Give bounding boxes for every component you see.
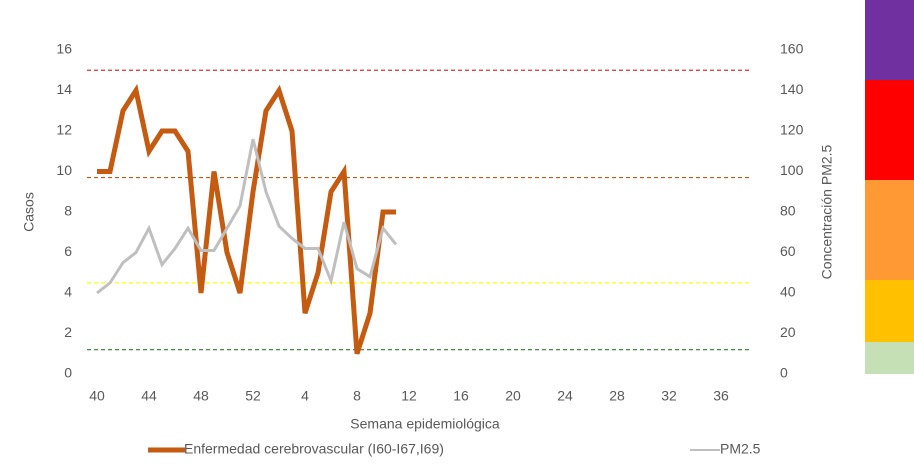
band-orange	[865, 180, 914, 280]
y-tick-label: 2	[64, 324, 72, 340]
y2-tick-label: 60	[780, 243, 796, 259]
x-tick-label: 12	[401, 388, 417, 404]
legend-label: Enfermedad cerebrovascular (I60-I67,I69)	[184, 441, 444, 457]
series-line	[97, 84, 396, 355]
x-tick-label: 8	[353, 388, 361, 404]
x-tick-label: 4	[301, 388, 309, 404]
y-tick-label: 10	[56, 162, 72, 178]
x-axis-label: Semana epidemiológica	[350, 416, 500, 432]
x-tick-label: 16	[453, 388, 469, 404]
x-tick-label: 20	[505, 388, 521, 404]
series-line	[96, 138, 398, 295]
band-green	[865, 342, 914, 374]
y2-tick-label: 80	[780, 203, 796, 219]
x-tick-label: 32	[661, 388, 677, 404]
x-tick-label: 40	[89, 388, 105, 404]
y2-axis-label: Concentración PM2.5	[819, 144, 835, 279]
y2-tick-label: 120	[780, 122, 804, 138]
legend-label: PM2.5	[720, 441, 761, 457]
x-tick-label: 44	[141, 388, 157, 404]
y2-tick-label: 40	[780, 284, 796, 300]
band-yellow	[865, 280, 914, 342]
y-tick-label: 16	[56, 41, 72, 57]
x-tick-label: 24	[557, 388, 573, 404]
y-tick-label: 12	[56, 122, 72, 138]
y-tick-label: 8	[64, 203, 72, 219]
band-red	[865, 80, 914, 180]
y-axis-label: Casos	[21, 192, 37, 232]
x-tick-label: 36	[713, 388, 729, 404]
x-tick-label: 48	[193, 388, 209, 404]
y2-tick-label: 20	[780, 324, 796, 340]
y-tick-label: 0	[64, 365, 72, 381]
y-tick-label: 6	[64, 243, 72, 259]
y2-tick-label: 100	[780, 162, 804, 178]
y2-tick-label: 0	[780, 365, 788, 381]
x-tick-label: 52	[245, 388, 261, 404]
x-tick-label: 28	[609, 388, 625, 404]
y2-tick-label: 160	[780, 41, 804, 57]
y-tick-label: 4	[64, 284, 72, 300]
y2-tick-label: 140	[780, 81, 804, 97]
y-tick-label: 14	[56, 81, 72, 97]
band-purple	[865, 0, 914, 80]
